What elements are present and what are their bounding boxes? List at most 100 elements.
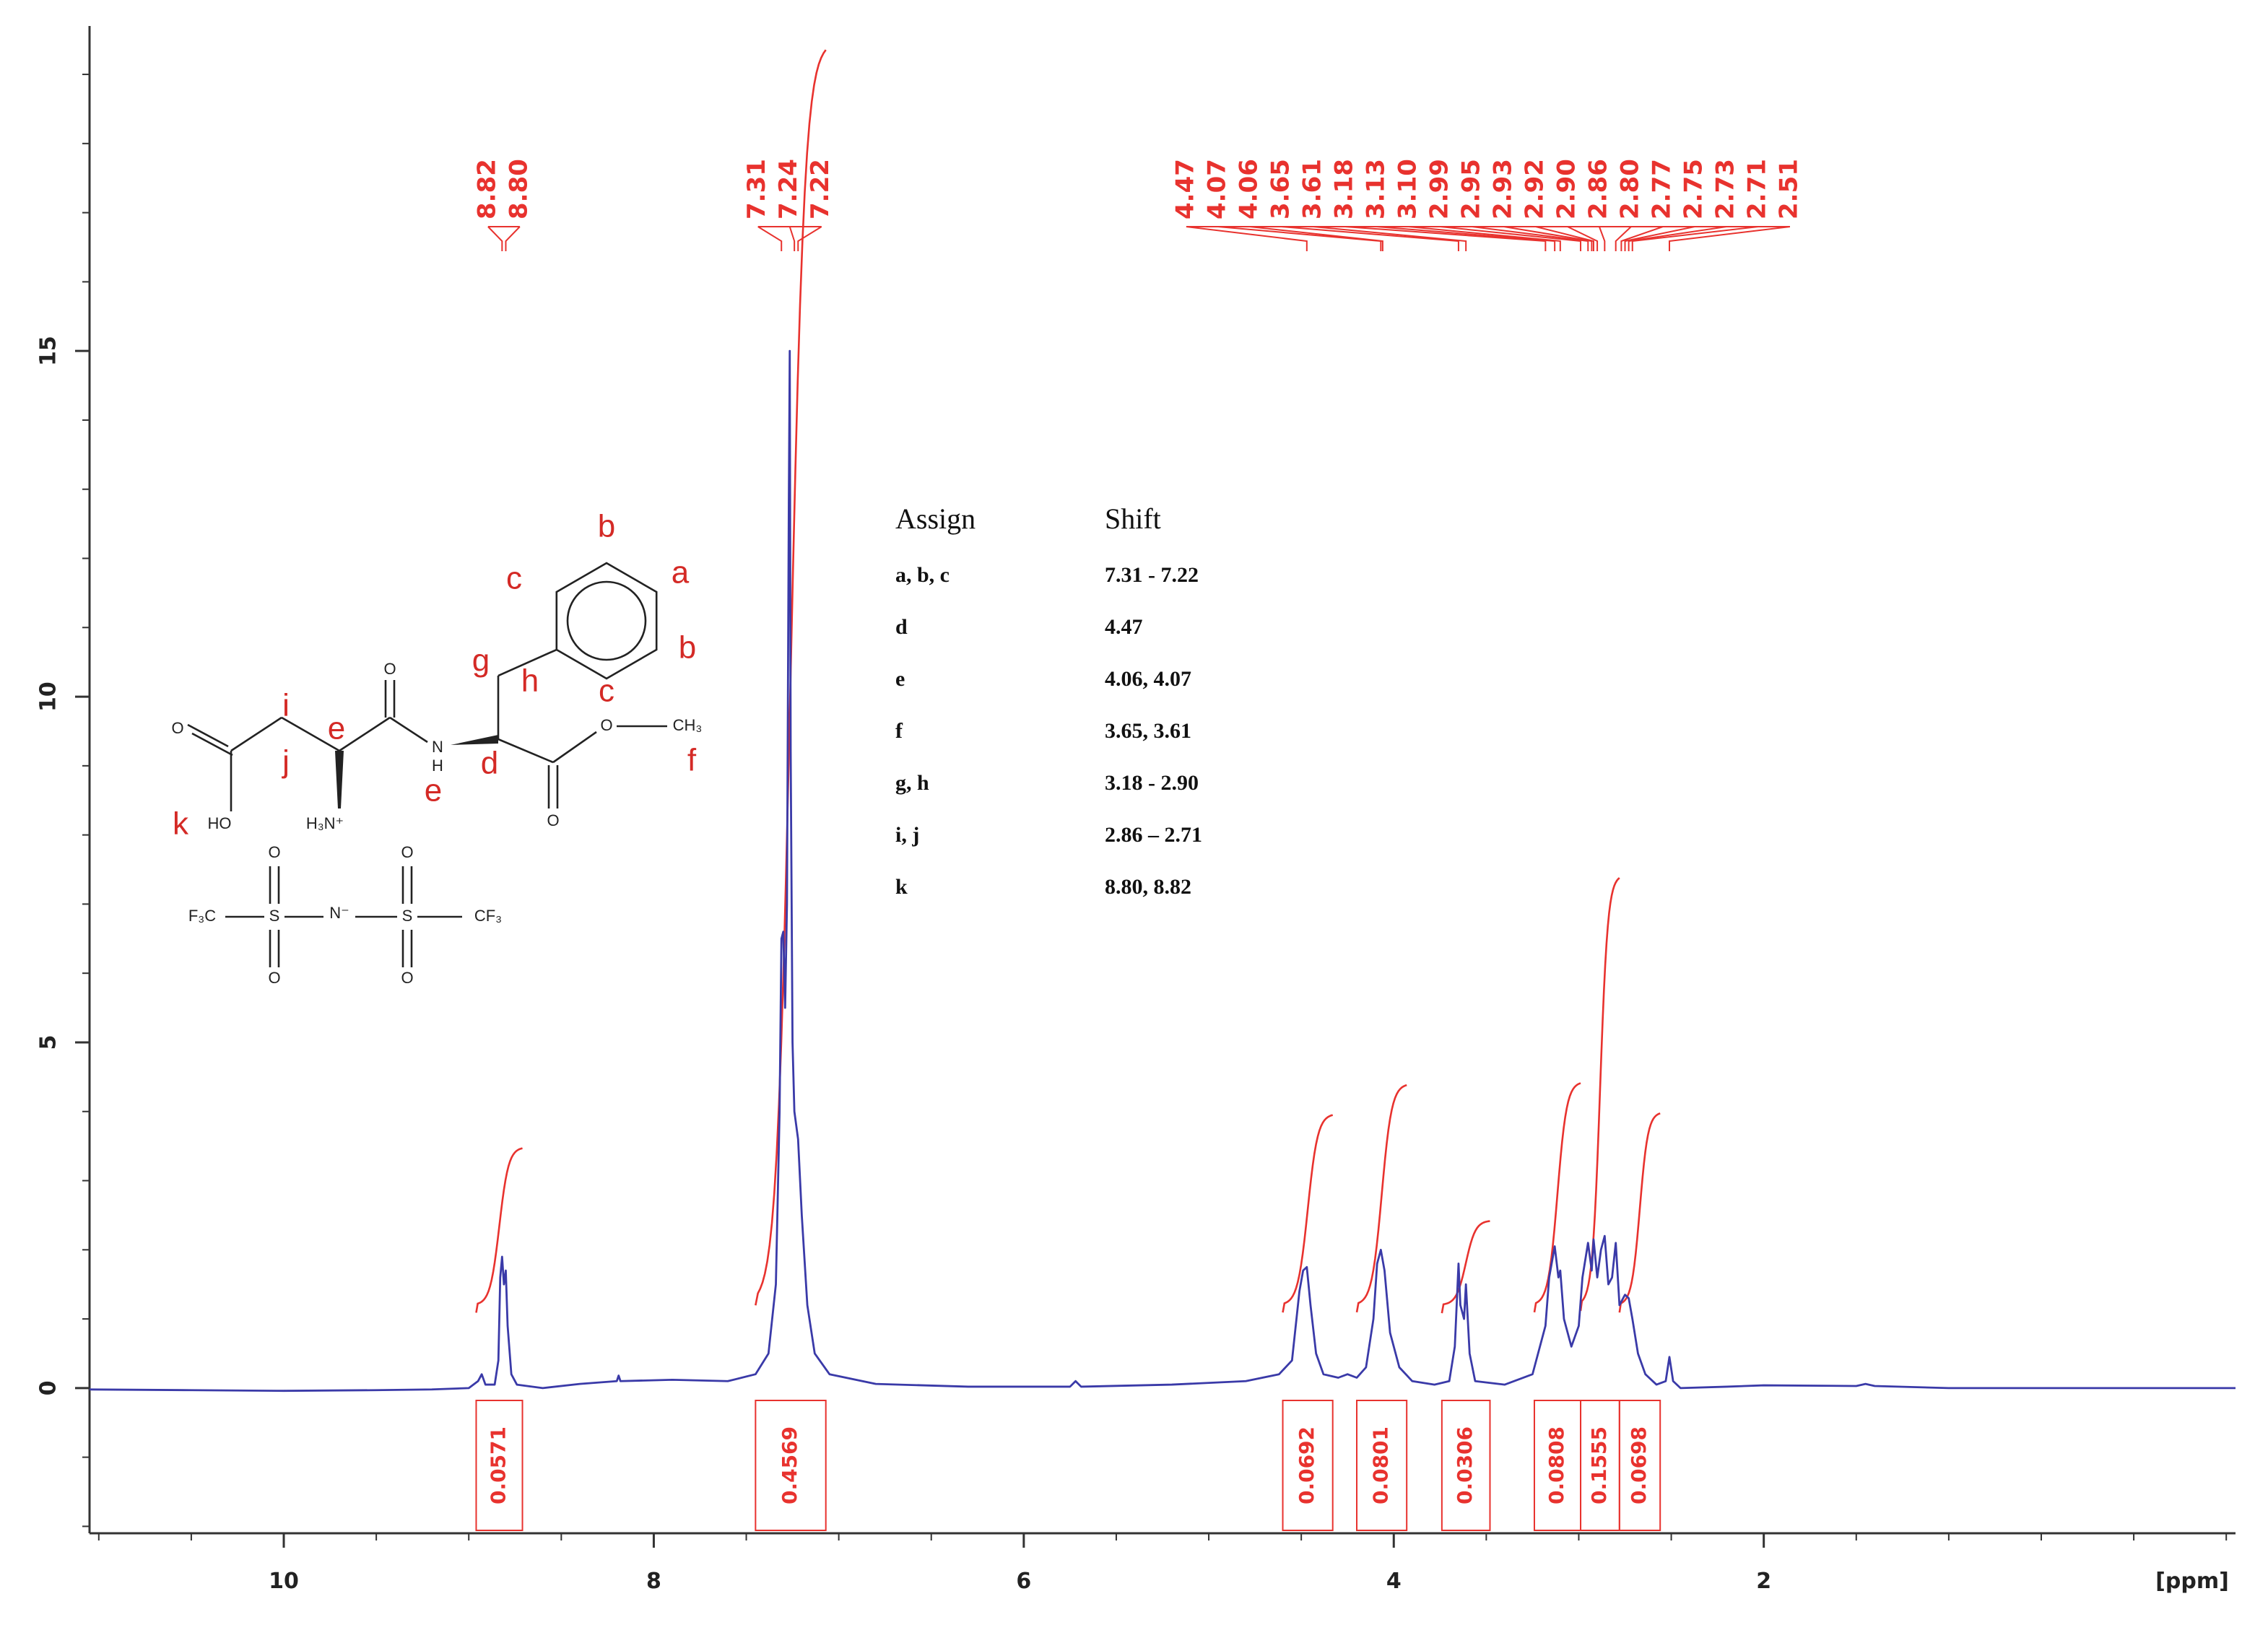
bond [498,648,557,677]
x-tick-label: 8 [646,1569,661,1594]
atom-label: d [481,746,498,781]
table-header: Assign [895,502,976,535]
peak-label: 2.73 [1711,159,1739,219]
atom-label: O [600,716,612,734]
integral-curve [1441,1220,1490,1314]
peak-label: 2.71 [1742,159,1771,219]
table-cell: g, h [895,771,929,795]
integral-region [475,1400,523,1531]
integral-curve [1533,1082,1581,1313]
structure: b a c b c g h i e j d e f k O HO H₃N⁺ O … [171,509,702,987]
peak-label: 8.80 [504,159,533,219]
peak-connector [1615,226,1632,251]
table-cell: e [895,667,905,691]
peak-label: 2.75 [1679,159,1708,219]
peak-connector [1281,226,1459,251]
bond [566,580,647,661]
atom-label: g [472,643,490,679]
table-cell: 2.86 – 2.71 [1105,823,1202,847]
table-cell: 4.06, 4.07 [1105,667,1191,691]
atom-label: f [687,743,697,778]
atom-label: O [547,811,559,829]
peak-label: 3.65 [1266,159,1295,219]
peak-label: 2.86 [1583,159,1612,219]
table-cell: 4.47 [1105,615,1143,639]
table-header: Shift [1105,502,1161,535]
atom-label: O [268,843,280,861]
bond [552,731,597,764]
integral-region [1441,1400,1491,1531]
peak-connector [505,226,521,251]
atom-label: O [383,660,396,678]
peak-connector [1313,226,1467,251]
peak-connector [1440,226,1582,251]
peak-connector [1628,226,1727,251]
peak-label: 7.24 [774,159,803,219]
atom-label: S [402,907,413,925]
integral-region [1356,1400,1408,1531]
peak-label: 2.90 [1552,159,1581,219]
integral-label: 0.0571 [486,1426,510,1504]
peak-connector [1344,226,1547,251]
x-axis-label: [ppm] [2155,1569,2229,1594]
peak-connector [1598,226,1606,251]
integral-curve [1579,877,1620,1312]
peak-label: 2.92 [1520,159,1549,219]
atom-label: H [432,757,443,775]
integral-region [755,1400,827,1531]
atom-label: CH₃ [673,716,703,734]
table-cell: 7.31 - 7.22 [1105,563,1199,587]
y-tick-label: 15 [36,336,61,366]
peak-label: 2.99 [1425,159,1454,219]
x-tick-label: 10 [269,1569,299,1594]
integral-curve [475,1147,523,1313]
peak-label: 3.10 [1393,159,1422,219]
peak-connector [1249,226,1383,251]
integral-label: 0.0306 [1453,1426,1477,1504]
bond [191,732,233,757]
integral-curve [1618,1112,1661,1313]
bond [230,716,282,752]
bond [451,735,498,745]
peak-label: 4.06 [1234,159,1263,219]
peak-label: 3.61 [1298,159,1326,219]
x-tick-label: 4 [1386,1569,1402,1594]
atom-label: CF₃ [474,907,502,925]
peak-connector [1669,226,1791,251]
peak-connector [1408,226,1561,251]
integral-label: 0.0692 [1295,1426,1318,1504]
atom-label: b [598,509,615,544]
peak-connector [487,226,503,251]
bond [498,738,554,764]
spectrum-line [90,349,2236,1393]
integral-label: 0.1555 [1587,1426,1611,1504]
peak-label: 2.51 [1774,159,1803,219]
peak-label: 2.93 [1488,159,1517,219]
bond [339,716,391,752]
table-cell: a, b, c [895,563,950,587]
peak-label: 2.95 [1456,159,1485,219]
assignment-table: Assign Shift a, b, c 7.31 - 7.22 d 4.47 e 4.06,… [895,502,1202,899]
table-cell: 8.80, 8.82 [1105,875,1191,899]
atom-label: a [672,555,690,590]
peak-label: 8.82 [472,159,501,219]
atom-label: N [432,738,443,756]
atom-label: S [269,907,280,925]
peak-connector [1631,226,1759,251]
peak-labels: 8.82 8.80 7.31 7.24 7.22 4.47 4.07 4.06 3.65 3.61… [472,159,1803,251]
peak-connector [797,226,822,251]
x-tick-label: 2 [1756,1569,1771,1594]
table-cell: 3.65, 3.61 [1105,719,1191,743]
atom-label: O [171,719,183,737]
bond [335,751,344,809]
atom-label: e [328,711,345,746]
atom-label: c [599,674,614,709]
peak-label: 2.77 [1647,159,1676,219]
peak-connector [788,226,796,251]
bond [187,723,229,748]
table-cell: d [895,615,908,639]
table-cell: f [895,719,903,743]
integral-curve [1282,1114,1334,1313]
atom-label: i [282,688,290,723]
